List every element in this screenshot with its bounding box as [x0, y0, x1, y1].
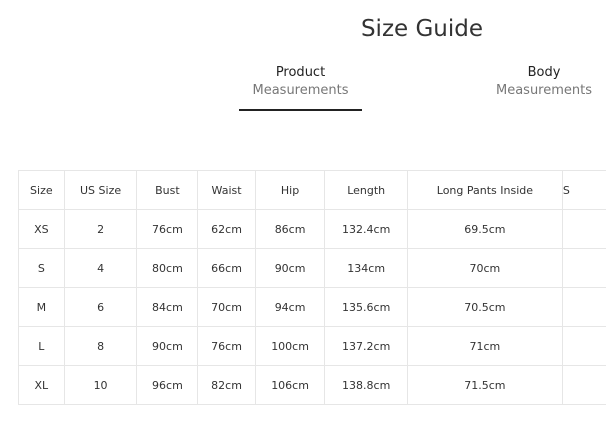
table-row: L 8 90cm 76cm 100cm 137.2cm 71cm: [18, 326, 606, 366]
table-cell: 76cm: [197, 326, 256, 366]
column-header: Size: [18, 170, 65, 210]
column-header: Length: [324, 170, 408, 210]
table-cell: [561, 248, 606, 288]
column-header: Bust: [136, 170, 199, 210]
tab-label-line1: Product: [275, 65, 326, 80]
table-cell: 70cm: [197, 287, 256, 327]
table-row: XL 10 96cm 82cm 106cm 138.8cm 71.5cm: [18, 365, 606, 405]
table-cell: 76cm: [136, 209, 199, 249]
size-table-container: Size US Size Bust Waist Hip Length Long Pants …: [18, 170, 606, 405]
table-cell: 10: [63, 365, 138, 405]
table-cell: 135.6cm: [324, 287, 408, 327]
table-cell: [561, 209, 606, 249]
page-title: Size Guide: [360, 16, 484, 42]
table-cell: 4: [63, 248, 138, 288]
table-header-row: Size US Size Bust Waist Hip Length Long Pants …: [18, 170, 606, 210]
table-cell: 6: [63, 287, 138, 327]
tab-product-measurements[interactable]: Product Measurements: [239, 64, 362, 111]
table-cell: 82cm: [197, 365, 256, 405]
column-header: Long Pants Inside: [406, 170, 563, 210]
size-table: Size US Size Bust Waist Hip Length Long Pants …: [18, 170, 606, 405]
table-cell: 66cm: [197, 248, 256, 288]
table-cell: 71cm: [406, 326, 563, 366]
tab-label-line2: Measurements: [252, 83, 349, 98]
table-row: S 4 80cm 66cm 90cm 134cm 70cm: [18, 248, 606, 288]
tab-body-measurements[interactable]: Body Measurements: [482, 64, 606, 100]
table-cell: 86cm: [254, 209, 326, 249]
table-cell: 80cm: [136, 248, 199, 288]
table-cell: S: [18, 248, 65, 288]
table-cell: 100cm: [254, 326, 326, 366]
table-cell: 8: [63, 326, 138, 366]
table-cell: 84cm: [136, 287, 199, 327]
tab-label-line1: Body: [527, 65, 561, 80]
table-cell: 96cm: [136, 365, 199, 405]
table-row: XS 2 76cm 62cm 86cm 132.4cm 69.5cm: [18, 209, 606, 249]
table-cell: XS: [18, 209, 65, 249]
table-cell: 62cm: [197, 209, 256, 249]
tab-label-line2: Measurements: [495, 83, 593, 98]
table-cell: [561, 326, 606, 366]
table-cell: 137.2cm: [324, 326, 408, 366]
table-cell: M: [18, 287, 65, 327]
column-header: Waist: [197, 170, 256, 210]
table-cell: 138.8cm: [324, 365, 408, 405]
table-cell: 70cm: [406, 248, 563, 288]
table-cell: 70.5cm: [406, 287, 563, 327]
column-header: US Size: [63, 170, 138, 210]
table-cell: 2: [63, 209, 138, 249]
table-cell: XL: [18, 365, 65, 405]
table-cell: 134cm: [324, 248, 408, 288]
column-header: S: [561, 170, 606, 210]
table-cell: L: [18, 326, 65, 366]
table-cell: 71.5cm: [406, 365, 563, 405]
table-cell: 106cm: [254, 365, 326, 405]
table-row: M 6 84cm 70cm 94cm 135.6cm 70.5cm: [18, 287, 606, 327]
table-cell: 90cm: [136, 326, 199, 366]
table-cell: 69.5cm: [406, 209, 563, 249]
table-cell: 132.4cm: [324, 209, 408, 249]
table-cell: [561, 287, 606, 327]
table-cell: [561, 365, 606, 405]
table-cell: 94cm: [254, 287, 326, 327]
table-cell: 90cm: [254, 248, 326, 288]
column-header: Hip: [254, 170, 326, 210]
